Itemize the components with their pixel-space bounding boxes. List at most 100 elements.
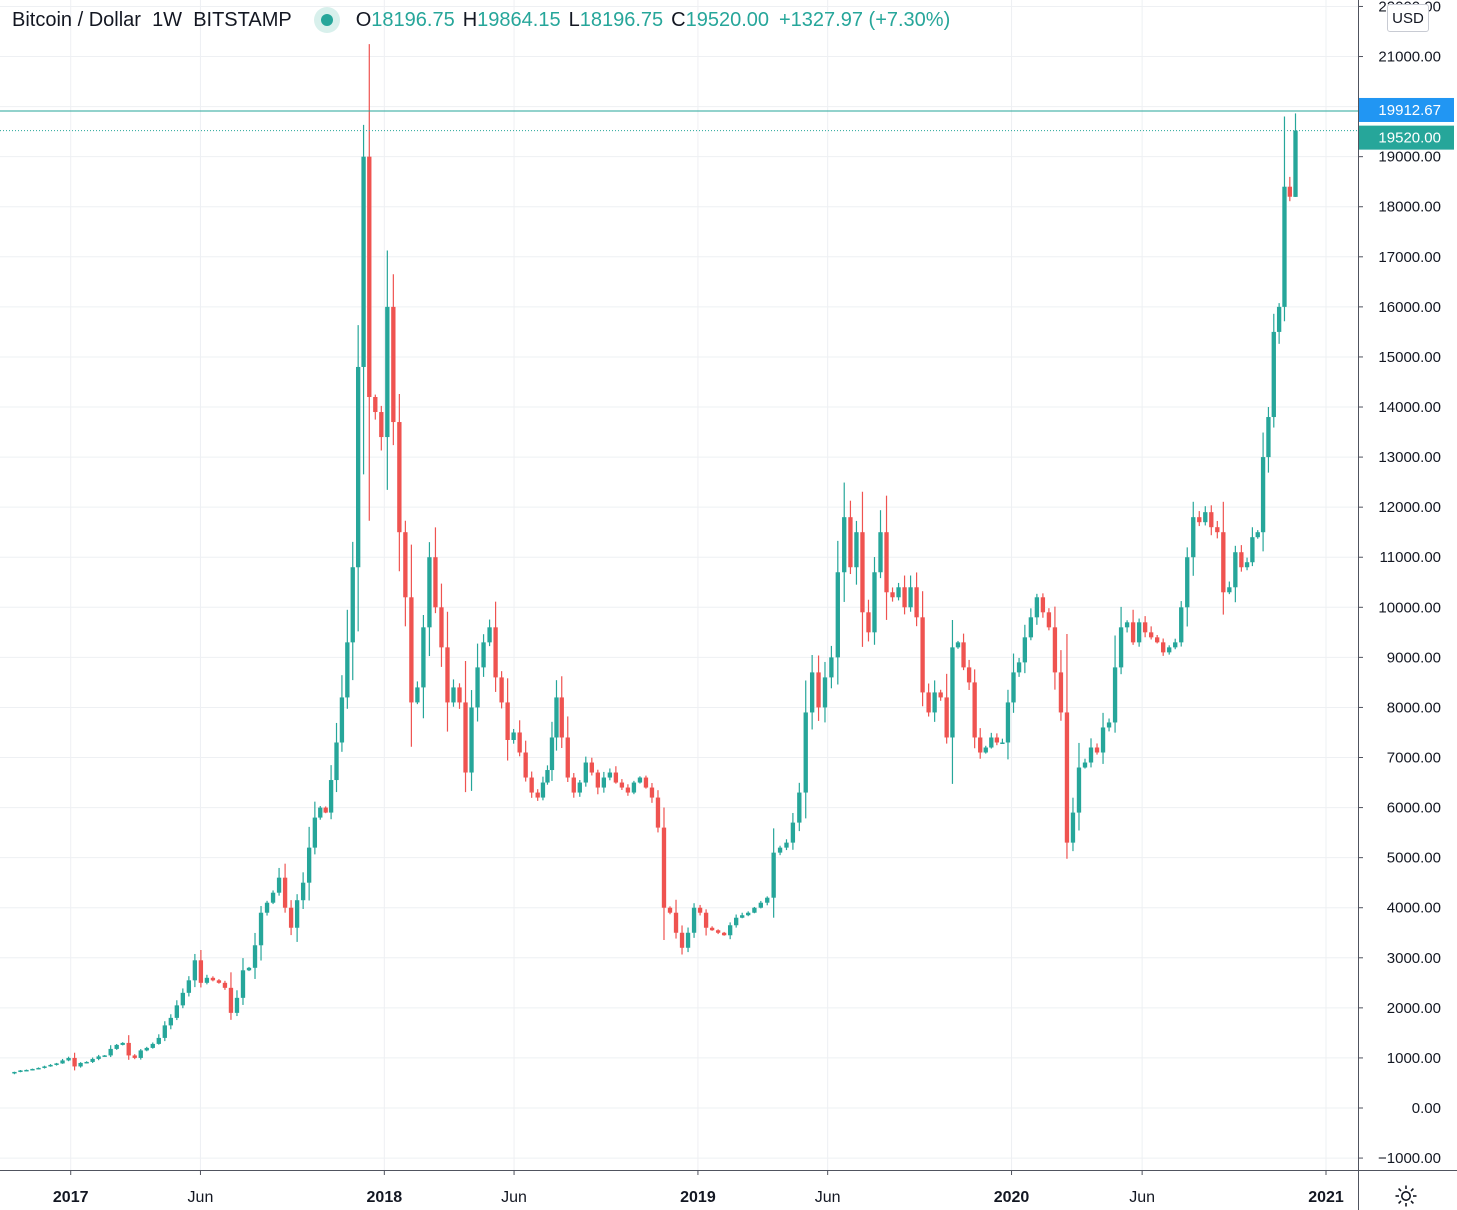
candle xyxy=(854,520,859,585)
candle xyxy=(379,405,384,451)
low-value: 18196.75 xyxy=(579,8,664,31)
candle xyxy=(872,557,877,645)
y-tick-label: 4000.00 xyxy=(1387,900,1441,917)
candle xyxy=(132,1054,137,1060)
candle xyxy=(198,949,204,988)
x-tick-label: 2018 xyxy=(367,1189,403,1206)
candle xyxy=(427,542,432,657)
candle xyxy=(809,655,815,730)
candle xyxy=(649,783,655,803)
y-tick-label: 19000.00 xyxy=(1378,149,1441,166)
candle xyxy=(535,789,540,801)
y-tick-label: 6000.00 xyxy=(1387,800,1441,817)
crosshair-price-label: 19912.67 xyxy=(1359,97,1454,122)
candle xyxy=(920,591,925,707)
candle xyxy=(1287,176,1292,202)
candle xyxy=(1173,638,1178,650)
candle xyxy=(397,394,402,572)
candle xyxy=(517,720,522,757)
high-key: H xyxy=(462,8,478,31)
candle xyxy=(1271,313,1276,428)
candle xyxy=(1034,593,1040,625)
y-tick-label: 0.00 xyxy=(1412,1100,1441,1117)
market-status-icon[interactable] xyxy=(313,7,340,33)
candle xyxy=(1058,650,1064,721)
candle xyxy=(1016,657,1022,677)
candle xyxy=(559,676,564,749)
svg-text:19912.67: 19912.67 xyxy=(1378,102,1441,119)
candle xyxy=(355,325,361,632)
interval-label[interactable]: 1W xyxy=(152,8,183,31)
candle xyxy=(168,1014,173,1030)
candle xyxy=(1227,581,1232,595)
y-tick-label: 16000.00 xyxy=(1378,299,1441,316)
candle xyxy=(78,1062,83,1068)
y-tick-label: 21000.00 xyxy=(1378,49,1441,66)
candle xyxy=(727,922,733,940)
candle xyxy=(156,1034,161,1045)
candle xyxy=(691,903,697,938)
candle xyxy=(1052,606,1058,690)
candle xyxy=(679,925,685,955)
candle xyxy=(523,740,528,782)
candle xyxy=(144,1046,149,1052)
candle xyxy=(415,681,420,705)
candle xyxy=(276,867,282,896)
candle xyxy=(746,911,751,917)
candle xyxy=(938,689,943,701)
candle xyxy=(323,806,328,814)
x-tick-label: Jun xyxy=(1129,1189,1155,1206)
candle xyxy=(180,988,186,1009)
currency-button[interactable]: USD xyxy=(1387,4,1429,32)
y-tick-label: 15000.00 xyxy=(1378,349,1441,366)
candle xyxy=(361,124,366,475)
candle xyxy=(673,899,679,939)
y-tick-label: 9000.00 xyxy=(1387,649,1441,666)
x-axis[interactable]: 2017 Jun 2018 Jun 2019 Jun 2020 Jun 2021 xyxy=(53,1170,1344,1206)
candle xyxy=(829,645,834,689)
candle xyxy=(908,575,913,612)
symbol-name[interactable]: Bitcoin / Dollar xyxy=(12,8,141,31)
x-tick-label: 2017 xyxy=(53,1189,89,1206)
candle xyxy=(210,976,216,982)
candle xyxy=(1118,606,1124,675)
candle xyxy=(866,599,871,642)
candle xyxy=(655,790,661,833)
candle xyxy=(367,44,372,521)
candle xyxy=(90,1057,95,1064)
candle xyxy=(983,745,988,754)
candle xyxy=(481,634,486,677)
candle xyxy=(797,782,802,832)
candle xyxy=(499,671,504,709)
x-tick-label: Jun xyxy=(188,1189,214,1206)
candle xyxy=(577,780,582,797)
y-tick-label: 13000.00 xyxy=(1378,449,1441,466)
candle xyxy=(24,1069,29,1072)
x-tick-label: 2019 xyxy=(680,1189,716,1206)
svg-text:19520.00: 19520.00 xyxy=(1378,130,1441,147)
candle xyxy=(318,806,323,820)
y-tick-label: 3000.00 xyxy=(1387,950,1441,967)
y-axis[interactable]: −1000.00 0.00 1000.00 2000.00 3000.00 4000.00… xyxy=(1358,0,1441,1167)
y-tick-label: 7000.00 xyxy=(1387,750,1441,767)
candle xyxy=(339,675,345,752)
candle xyxy=(1244,557,1250,571)
candle xyxy=(1250,527,1255,567)
gear-icon[interactable] xyxy=(1394,1184,1418,1208)
candle xyxy=(204,974,210,985)
candle xyxy=(258,906,264,961)
candle xyxy=(1142,616,1148,638)
candle xyxy=(752,906,757,914)
candle xyxy=(328,765,334,820)
candle xyxy=(1070,797,1076,852)
x-tick-label: 2020 xyxy=(994,1189,1030,1206)
candle xyxy=(1185,547,1190,627)
candle xyxy=(803,680,808,819)
candle xyxy=(972,669,977,749)
candle xyxy=(493,601,498,692)
candle xyxy=(944,673,949,744)
candle xyxy=(842,482,847,602)
candle xyxy=(72,1052,77,1071)
candle xyxy=(288,900,294,936)
